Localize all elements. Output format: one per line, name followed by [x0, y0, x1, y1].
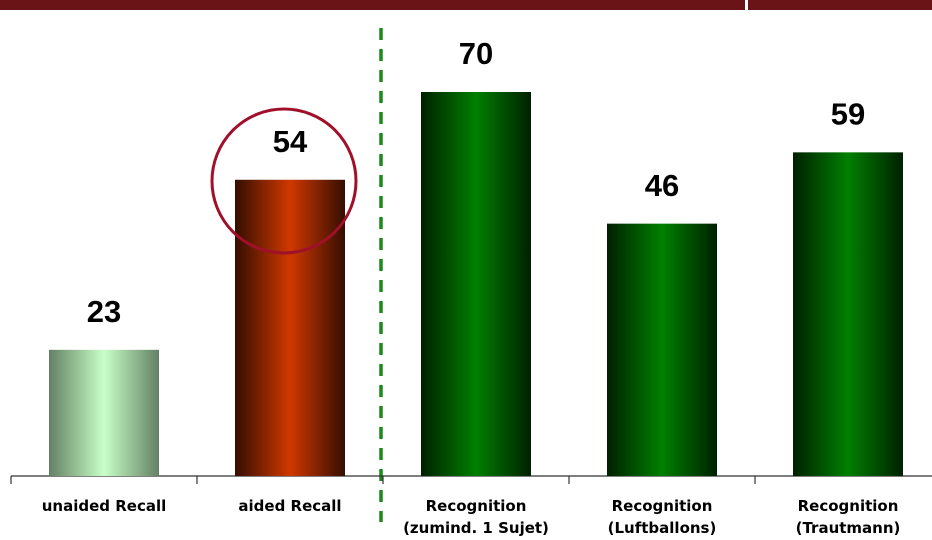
x-tick-label: Recognition (Trautmann) [796, 497, 901, 537]
value-label: 54 [273, 124, 308, 159]
x-tick-label-line: (Luftballons) [608, 519, 717, 537]
x-tick-label-line: Recognition [426, 497, 527, 515]
bar [793, 152, 903, 477]
bar [49, 349, 159, 476]
bar [235, 179, 345, 476]
x-tick-label-line: aided Recall [238, 497, 341, 515]
value-label: 70 [459, 36, 493, 71]
x-tick-label: Recognition (zumind. 1 Sujet) [403, 497, 549, 537]
x-tick-label-line: (zumind. 1 Sujet) [403, 519, 549, 537]
x-tick-label: unaided Recall [42, 497, 167, 515]
x-tick-label-line: (Trautmann) [796, 519, 901, 537]
x-tick-label-line: unaided Recall [42, 497, 167, 515]
x-tick-label-line: Recognition [612, 497, 713, 515]
header-band [748, 0, 932, 10]
highlight-circle [210, 107, 358, 255]
value-label: 46 [645, 168, 679, 203]
x-tick-label-line: Recognition [798, 497, 899, 515]
bar [607, 223, 717, 476]
value-label: 23 [87, 294, 121, 329]
header-band [0, 0, 745, 10]
x-tick-label: aided Recall [238, 497, 341, 515]
bar [421, 92, 531, 476]
value-label: 59 [831, 97, 865, 132]
x-tick-label: Recognition (Luftballons) [608, 497, 717, 537]
